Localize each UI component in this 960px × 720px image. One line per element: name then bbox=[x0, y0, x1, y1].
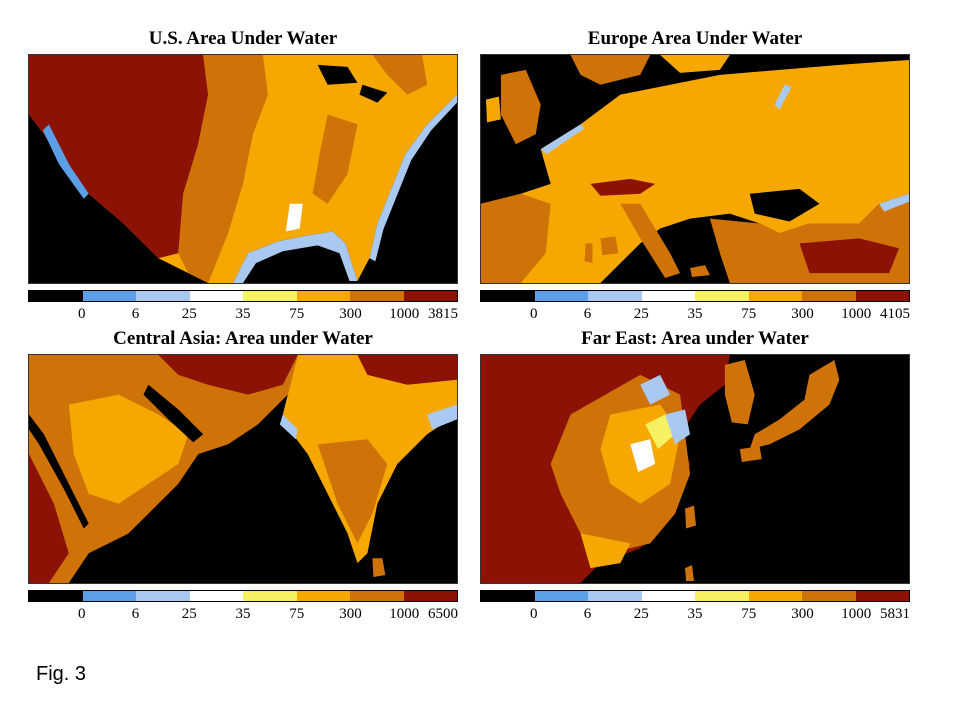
colorbar bbox=[480, 590, 910, 602]
colorbar-tick: 25 bbox=[633, 606, 649, 622]
colorbar-tick: 300 bbox=[791, 606, 814, 622]
colorbar-tick: 75 bbox=[741, 606, 757, 622]
colorbar-tick: 6 bbox=[583, 606, 592, 622]
colorbar-swatch bbox=[350, 591, 404, 601]
panel-title: Central Asia: Area under Water bbox=[113, 328, 373, 349]
colorbar-swatch bbox=[481, 591, 535, 601]
colorbar-labels: 0 6 25 35 75 300 1000 4105 bbox=[480, 306, 910, 324]
colorbar-tick: 5831 bbox=[880, 606, 910, 622]
colorbar-swatch bbox=[588, 291, 642, 301]
colorbar-tick: 75 bbox=[289, 606, 305, 622]
colorbar-swatch bbox=[695, 291, 749, 301]
colorbar-tick: 4105 bbox=[880, 306, 910, 322]
colorbar-tick: 300 bbox=[339, 306, 362, 322]
colorbar-tick: 1000 bbox=[841, 606, 872, 622]
panel-central-asia: Central Asia: Area under Water bbox=[28, 328, 458, 628]
map-us bbox=[28, 54, 458, 284]
colorbar-tick: 25 bbox=[181, 306, 197, 322]
colorbar-tick: 35 bbox=[235, 306, 251, 322]
colorbar-swatch bbox=[296, 291, 350, 301]
colorbar-tick: 1000 bbox=[389, 306, 420, 322]
colorbar-tick: 1000 bbox=[841, 306, 872, 322]
colorbar-tick: 0 bbox=[530, 606, 538, 622]
colorbar-swatch bbox=[29, 291, 83, 301]
map-central-asia-image bbox=[29, 355, 457, 583]
panel-title: Far East: Area under Water bbox=[581, 328, 809, 349]
colorbar-tick: 3815 bbox=[428, 306, 458, 322]
panel-europe: Europe Area Under Water bbox=[480, 28, 910, 328]
colorbar-swatch bbox=[243, 291, 297, 301]
colorbar-swatch bbox=[136, 591, 190, 601]
map-central-asia bbox=[28, 354, 458, 584]
colorbar-tick: 6 bbox=[131, 606, 140, 622]
colorbar-tick: 0 bbox=[78, 306, 86, 322]
colorbar-swatch bbox=[243, 591, 297, 601]
colorbar-labels: 0 6 25 35 75 300 1000 6500 bbox=[28, 606, 458, 624]
panel-us: U.S. Area Under Water bbox=[28, 28, 458, 328]
panel-far-east: Far East: Area under Water bbox=[480, 328, 910, 628]
colorbar-swatch bbox=[403, 591, 457, 601]
colorbar-swatch bbox=[29, 591, 83, 601]
colorbar-swatch bbox=[748, 291, 802, 301]
colorbar-tick: 0 bbox=[530, 306, 538, 322]
colorbar-swatch bbox=[641, 591, 695, 601]
colorbar-tick: 300 bbox=[339, 606, 362, 622]
colorbar-swatch bbox=[82, 291, 136, 301]
colorbar-swatch bbox=[855, 591, 909, 601]
colorbar-swatch bbox=[136, 291, 190, 301]
figure-caption: Fig. 3 bbox=[36, 663, 87, 685]
map-europe-image bbox=[481, 55, 909, 283]
colorbar-labels: 0 6 25 35 75 300 1000 5831 bbox=[480, 606, 910, 624]
colorbar-tick: 75 bbox=[741, 306, 757, 322]
colorbar-swatch bbox=[802, 291, 856, 301]
map-far-east-image bbox=[481, 355, 909, 583]
colorbar-swatch bbox=[534, 291, 588, 301]
map-far-east bbox=[480, 354, 910, 584]
colorbar-tick: 35 bbox=[687, 306, 703, 322]
map-europe bbox=[480, 54, 910, 284]
colorbar-tick: 35 bbox=[687, 606, 703, 622]
colorbar-tick: 75 bbox=[289, 306, 305, 322]
colorbar bbox=[28, 590, 458, 602]
map-us-image bbox=[29, 55, 457, 283]
colorbar-tick: 25 bbox=[181, 606, 197, 622]
colorbar-tick: 300 bbox=[791, 306, 814, 322]
colorbar-tick: 35 bbox=[235, 606, 251, 622]
colorbar-swatch bbox=[189, 591, 243, 601]
colorbar-tick: 25 bbox=[633, 306, 649, 322]
colorbar-swatch bbox=[403, 291, 457, 301]
colorbar-swatch bbox=[748, 591, 802, 601]
colorbar-tick: 6 bbox=[131, 306, 140, 322]
colorbar-swatch bbox=[802, 591, 856, 601]
colorbar-tick: 0 bbox=[78, 606, 86, 622]
colorbar-tick: 1000 bbox=[389, 606, 420, 622]
colorbar-tick: 6500 bbox=[428, 606, 458, 622]
colorbar-swatch bbox=[189, 291, 243, 301]
colorbar-swatch bbox=[296, 591, 350, 601]
colorbar-swatch bbox=[82, 591, 136, 601]
colorbar bbox=[480, 290, 910, 302]
colorbar-labels: 0 6 25 35 75 300 1000 3815 bbox=[28, 306, 458, 324]
colorbar-swatch bbox=[588, 591, 642, 601]
colorbar-swatch bbox=[641, 291, 695, 301]
colorbar-swatch bbox=[855, 291, 909, 301]
colorbar-swatch bbox=[350, 291, 404, 301]
panel-title: U.S. Area Under Water bbox=[148, 28, 338, 49]
panel-title: Europe Area Under Water bbox=[587, 28, 803, 49]
colorbar-swatch bbox=[481, 291, 535, 301]
colorbar-tick: 6 bbox=[583, 306, 592, 322]
colorbar-swatch bbox=[534, 591, 588, 601]
colorbar-swatch bbox=[695, 591, 749, 601]
colorbar bbox=[28, 290, 458, 302]
